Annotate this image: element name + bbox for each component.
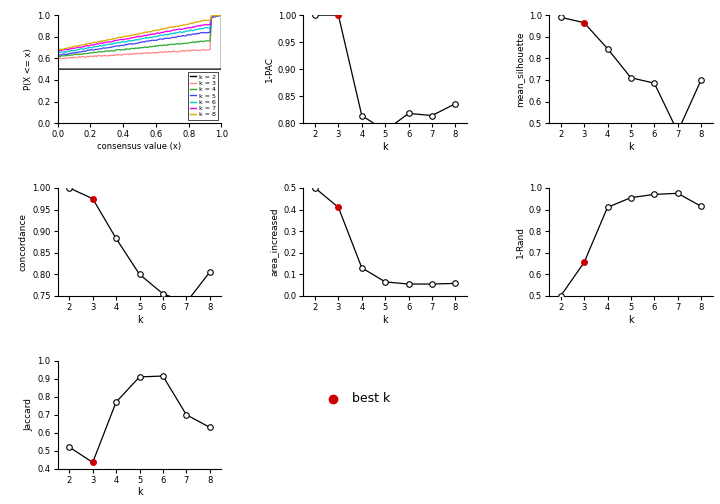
Y-axis label: 1-PAC: 1-PAC xyxy=(265,56,274,82)
Legend: k = 2, k = 3, k = 4, k = 5, k = 6, k = 7, k = 8: k = 2, k = 3, k = 4, k = 5, k = 6, k = 7… xyxy=(187,72,218,120)
Y-axis label: mean_silhouette: mean_silhouette xyxy=(516,31,525,107)
Y-axis label: P(X <= x): P(X <= x) xyxy=(24,48,33,90)
Y-axis label: area_increased: area_increased xyxy=(270,208,279,276)
Y-axis label: Jaccard: Jaccard xyxy=(24,398,33,431)
X-axis label: consensus value (x): consensus value (x) xyxy=(97,142,181,151)
X-axis label: k: k xyxy=(137,487,143,497)
X-axis label: k: k xyxy=(628,314,634,325)
Y-axis label: 1-Rand: 1-Rand xyxy=(516,226,525,258)
X-axis label: k: k xyxy=(382,314,388,325)
X-axis label: k: k xyxy=(628,142,634,152)
X-axis label: k: k xyxy=(137,314,143,325)
X-axis label: k: k xyxy=(382,142,388,152)
Y-axis label: concordance: concordance xyxy=(19,213,28,271)
Text: best k: best k xyxy=(353,392,391,405)
